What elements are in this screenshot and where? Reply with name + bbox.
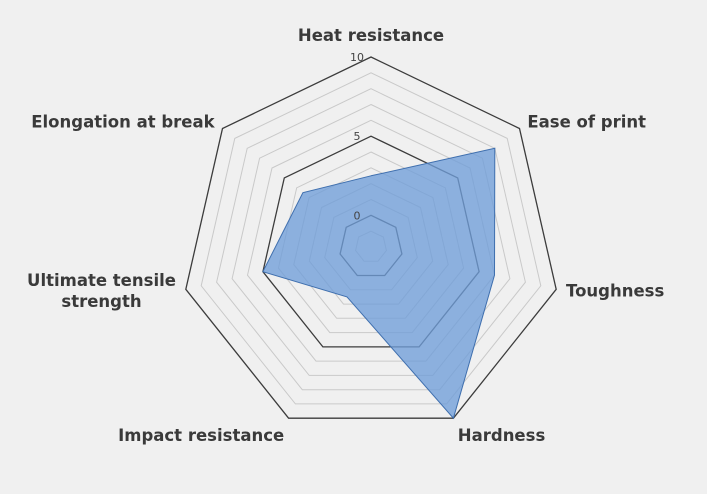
tick-label: 10 — [350, 51, 364, 64]
axis-label-layer: Heat resistance Ease of print Toughness Har… — [27, 26, 664, 445]
axis-label-line: Toughness — [566, 282, 664, 301]
axis-label-line: Heat resistance — [298, 26, 444, 45]
axis-label: Toughness — [566, 282, 664, 301]
axis-label: Impact resistance — [118, 426, 284, 445]
axis-label-line: Impact resistance — [118, 426, 284, 445]
tick-label: 0 — [354, 209, 361, 222]
axis-label: Heat resistance — [298, 26, 444, 45]
grid-ring — [200, 72, 542, 405]
axis-label: Ultimate tensile strength — [27, 271, 176, 311]
axis-label-line: Hardness — [458, 426, 546, 445]
series-layer — [262, 147, 496, 420]
axis-label: Hardness — [458, 426, 546, 445]
axis-label-line: Ultimate tensile — [27, 271, 176, 290]
tick-label: 5 — [354, 130, 361, 143]
axis-label: Ease of print — [527, 112, 646, 131]
axis-label-line: strength — [61, 292, 141, 311]
axis-label-line: Ease of print — [527, 112, 646, 131]
axis-label: Elongation at break — [31, 112, 215, 131]
grid-ring-major — [185, 56, 557, 419]
axis-label-line: Elongation at break — [31, 112, 215, 131]
series-area — [262, 147, 496, 420]
tick-layer: 0 5 10 — [350, 51, 364, 222]
grid-ring — [216, 88, 526, 391]
